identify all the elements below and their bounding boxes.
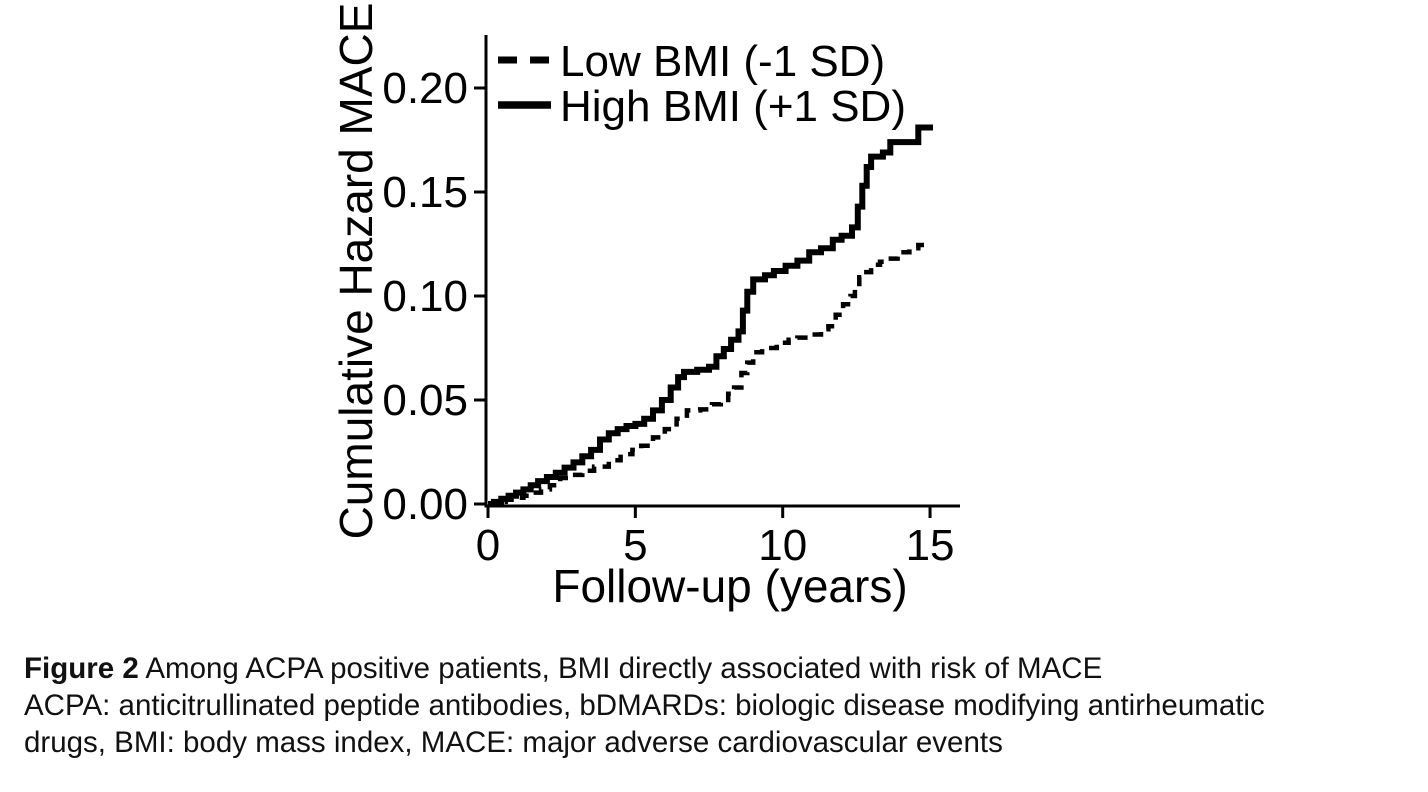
series-line-high-bmi-1-sd (488, 124, 933, 507)
caption-line-2: ACPA: anticitrullinated peptide antibodi… (24, 689, 1265, 722)
caption-line-3: drugs, BMI: body mass index, MACE: major… (24, 726, 1003, 759)
caption-title-text: Among ACPA positive patients, BMI direct… (138, 652, 1103, 685)
y-tick-label: 0.15 (382, 168, 468, 217)
caption-line-1: Figure 2 Among ACPA positive patients, B… (24, 650, 1416, 687)
y-tick-label: 0.10 (382, 272, 468, 321)
x-tick-label: 5 (623, 521, 647, 570)
legend-label: Low BMI (-1 SD) (560, 37, 885, 86)
y-tick-label: 0.20 (382, 64, 468, 113)
figure-caption: Figure 2 Among ACPA positive patients, B… (24, 650, 1416, 761)
figure-number: Figure 2 (24, 652, 139, 685)
y-tick-label: 0.00 (382, 480, 468, 529)
x-tick-label: 15 (906, 521, 955, 570)
x-tick-label: 10 (758, 521, 807, 570)
x-tick-label: 0 (476, 521, 500, 570)
x-axis-title: Follow-up (years) (552, 560, 907, 612)
hazard-chart: 0 5 10 15 0.00 0.05 0.10 0.15 0.20 Follow-up (yea… (330, 3, 960, 612)
series-line-low-bmi-1-sd (488, 242, 933, 507)
legend-label: High BMI (+1 SD) (560, 82, 906, 131)
y-axis-title: Cumulative Hazard MACE (330, 3, 382, 540)
y-tick-label: 0.05 (382, 376, 468, 425)
hazard-chart-figure: 0 5 10 15 0.00 0.05 0.10 0.15 0.20 Follow-up (yea… (330, 3, 960, 612)
